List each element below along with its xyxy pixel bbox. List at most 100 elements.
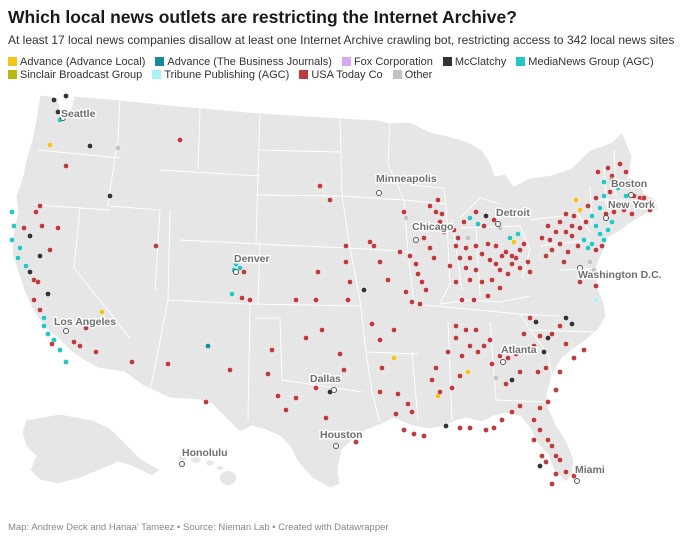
news-outlet-point[interactable] [641, 195, 647, 201]
news-outlet-point[interactable] [573, 197, 579, 203]
news-outlet-point[interactable] [377, 389, 383, 395]
news-outlet-point[interactable] [227, 367, 233, 373]
news-outlet-point[interactable] [557, 457, 563, 463]
news-outlet-point[interactable] [493, 243, 499, 249]
news-outlet-point[interactable] [457, 255, 463, 261]
news-outlet-point[interactable] [523, 349, 529, 355]
news-outlet-point[interactable] [595, 271, 601, 277]
news-outlet-point[interactable] [455, 235, 461, 241]
news-outlet-point[interactable] [609, 219, 615, 225]
news-outlet-point[interactable] [45, 291, 51, 297]
news-outlet-point[interactable] [585, 245, 591, 251]
news-outlet-point[interactable] [83, 325, 89, 331]
news-outlet-point[interactable] [505, 271, 511, 277]
news-outlet-point[interactable] [527, 315, 533, 321]
news-outlet-point[interactable] [487, 337, 493, 343]
news-outlet-point[interactable] [473, 209, 479, 215]
news-outlet-point[interactable] [275, 393, 281, 399]
news-outlet-point[interactable] [431, 255, 437, 261]
news-outlet-point[interactable] [9, 237, 15, 243]
news-outlet-point[interactable] [129, 359, 135, 365]
news-outlet-point[interactable] [293, 297, 299, 303]
news-outlet-point[interactable] [233, 261, 239, 267]
news-outlet-point[interactable] [9, 209, 15, 215]
news-outlet-point[interactable] [63, 163, 69, 169]
news-outlet-point[interactable] [415, 271, 421, 277]
news-outlet-point[interactable] [471, 297, 477, 303]
news-outlet-point[interactable] [601, 193, 607, 199]
news-outlet-point[interactable] [541, 349, 547, 355]
news-outlet-point[interactable] [413, 261, 419, 267]
news-outlet-point[interactable] [63, 93, 69, 99]
news-outlet-point[interactable] [473, 243, 479, 249]
news-outlet-point[interactable] [45, 331, 51, 337]
news-outlet-point[interactable] [587, 259, 593, 265]
news-outlet-point[interactable] [487, 257, 493, 263]
news-outlet-point[interactable] [433, 365, 439, 371]
news-outlet-point[interactable] [269, 347, 275, 353]
news-outlet-point[interactable] [583, 273, 589, 279]
news-outlet-point[interactable] [31, 297, 37, 303]
news-outlet-point[interactable] [327, 377, 333, 383]
news-outlet-point[interactable] [465, 369, 471, 375]
news-outlet-point[interactable] [77, 343, 83, 349]
news-outlet-point[interactable] [453, 243, 459, 249]
news-outlet-point[interactable] [401, 427, 407, 433]
news-outlet-point[interactable] [419, 279, 425, 285]
news-outlet-point[interactable] [493, 261, 499, 267]
news-outlet-point[interactable] [47, 247, 53, 253]
news-outlet-point[interactable] [423, 287, 429, 293]
news-outlet-point[interactable] [465, 235, 471, 241]
news-outlet-point[interactable] [407, 253, 413, 259]
news-outlet-point[interactable] [569, 223, 575, 229]
news-outlet-point[interactable] [629, 211, 635, 217]
news-outlet-point[interactable] [405, 401, 411, 407]
news-outlet-point[interactable] [617, 161, 623, 167]
news-outlet-point[interactable] [403, 215, 409, 221]
news-outlet-point[interactable] [87, 143, 93, 149]
news-outlet-point[interactable] [247, 297, 253, 303]
news-outlet-point[interactable] [499, 253, 505, 259]
news-outlet-point[interactable] [395, 391, 401, 397]
news-outlet-point[interactable] [583, 219, 589, 225]
news-outlet-point[interactable] [49, 341, 55, 347]
news-outlet-point[interactable] [35, 279, 41, 285]
news-outlet-point[interactable] [427, 203, 433, 209]
news-outlet-point[interactable] [371, 243, 377, 249]
news-outlet-point[interactable] [467, 277, 473, 283]
news-outlet-point[interactable] [537, 405, 543, 411]
news-outlet-point[interactable] [57, 347, 63, 353]
news-outlet-point[interactable] [563, 469, 569, 475]
news-outlet-point[interactable] [475, 349, 481, 355]
news-outlet-point[interactable] [343, 259, 349, 265]
news-outlet-point[interactable] [39, 223, 45, 229]
news-outlet-point[interactable] [433, 209, 439, 215]
news-outlet-point[interactable] [445, 349, 451, 355]
news-outlet-point[interactable] [11, 223, 17, 229]
news-outlet-point[interactable] [115, 145, 121, 151]
news-outlet-point[interactable] [165, 361, 171, 367]
news-outlet-point[interactable] [609, 177, 615, 183]
news-outlet-point[interactable] [443, 423, 449, 429]
news-outlet-point[interactable] [463, 245, 469, 251]
news-outlet-point[interactable] [521, 331, 527, 337]
news-outlet-point[interactable] [457, 373, 463, 379]
news-outlet-point[interactable] [623, 169, 629, 175]
news-outlet-point[interactable] [509, 253, 515, 259]
news-outlet-point[interactable] [409, 409, 415, 415]
news-outlet-point[interactable] [489, 277, 495, 283]
news-outlet-point[interactable] [421, 433, 427, 439]
news-outlet-point[interactable] [37, 253, 43, 259]
news-outlet-point[interactable] [643, 203, 649, 209]
news-outlet-point[interactable] [489, 361, 495, 367]
news-outlet-point[interactable] [33, 209, 39, 215]
news-outlet-point[interactable] [517, 265, 523, 271]
news-outlet-point[interactable] [27, 233, 33, 239]
news-outlet-point[interactable] [63, 359, 69, 365]
news-outlet-point[interactable] [107, 193, 113, 199]
news-outlet-point[interactable] [599, 243, 605, 249]
news-outlet-point[interactable] [543, 459, 549, 465]
news-outlet-point[interactable] [353, 439, 359, 445]
news-outlet-point[interactable] [537, 427, 543, 433]
news-outlet-point[interactable] [545, 335, 551, 341]
